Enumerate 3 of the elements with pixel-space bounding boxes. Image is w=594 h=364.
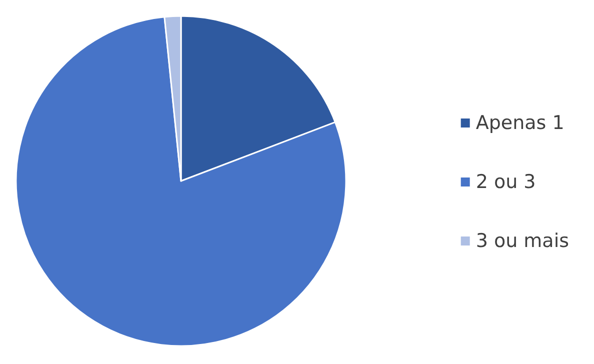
legend-label: Apenas 1 bbox=[476, 112, 564, 134]
legend-label: 3 ou mais bbox=[476, 230, 570, 252]
legend-label: 2 ou 3 bbox=[476, 171, 536, 193]
